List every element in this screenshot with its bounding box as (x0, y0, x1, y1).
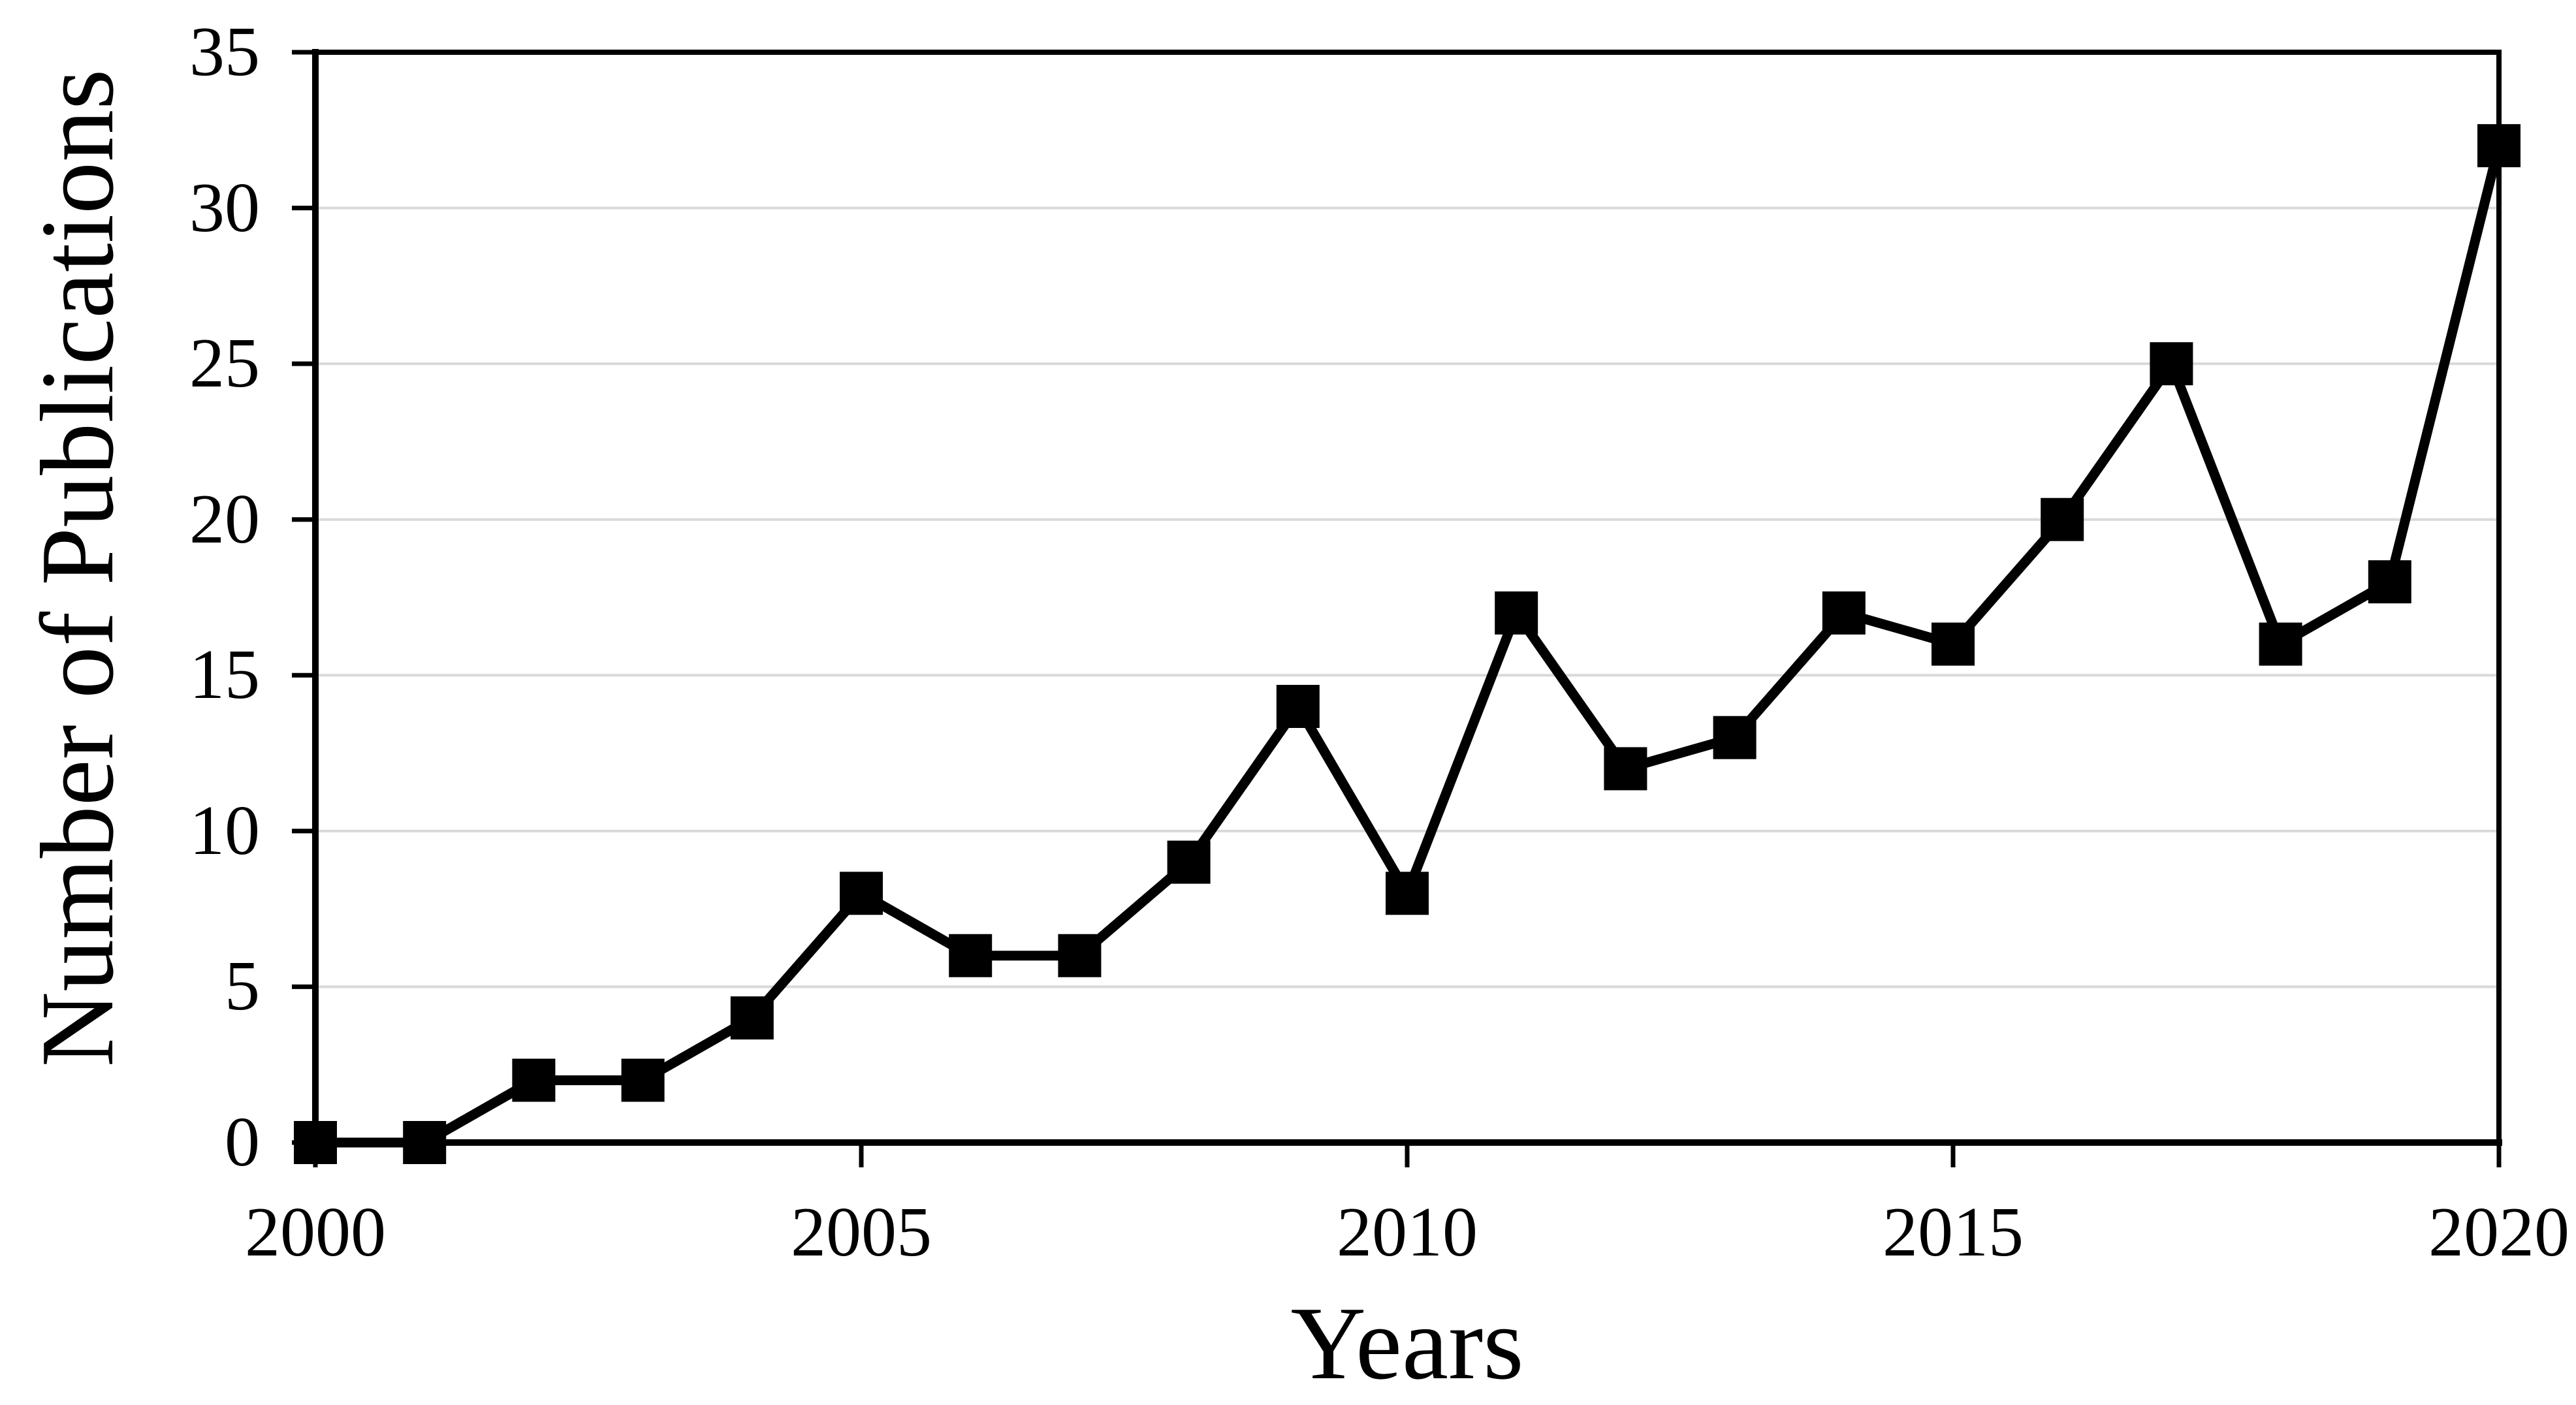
y-axis-tick-label: 25 (189, 324, 260, 403)
data-point-marker (949, 934, 993, 977)
data-point-marker (2150, 342, 2193, 386)
y-axis-tick-label: 15 (189, 636, 260, 714)
y-axis-title: Number of Publications (19, 69, 135, 1067)
data-point-marker (730, 996, 774, 1040)
x-axis-tick-label: 2020 (2428, 1193, 2569, 1271)
x-axis-title: Years (1290, 1285, 1524, 1401)
data-point-marker (1822, 591, 1866, 635)
data-point-marker (1713, 716, 1757, 759)
x-axis-tick-label: 2000 (245, 1193, 386, 1271)
y-axis-tick-label: 10 (189, 791, 260, 870)
x-axis-tick-label: 2015 (1883, 1193, 2024, 1271)
data-point-marker (1167, 840, 1211, 884)
data-series-line (315, 144, 2504, 1148)
data-point-marker (1058, 934, 1102, 977)
y-axis-tick-label: 30 (189, 168, 260, 247)
data-point-marker (403, 1121, 447, 1164)
data-point-marker (1495, 591, 1538, 635)
data-point-marker (2368, 560, 2411, 604)
data-point-marker (2041, 497, 2084, 541)
x-axis-tick-label: 2005 (791, 1193, 932, 1271)
y-axis-tick-label: 0 (225, 1103, 260, 1181)
data-point-marker (2259, 622, 2302, 666)
data-point-marker (2477, 124, 2520, 168)
data-point-marker (294, 1121, 337, 1164)
data-point-marker (1604, 747, 1647, 791)
data-point-marker (512, 1058, 556, 1102)
y-axis-tick-label: 35 (189, 13, 260, 91)
x-axis-tick-label: 2010 (1337, 1193, 1478, 1271)
data-point-marker (840, 872, 883, 915)
data-point-marker (621, 1058, 665, 1102)
data-point-marker (1386, 872, 1429, 915)
y-axis-tick-label: 5 (225, 947, 260, 1026)
data-point-marker (1932, 622, 1975, 666)
y-axis-tick-label: 20 (189, 480, 260, 558)
data-point-marker (1276, 685, 1320, 728)
